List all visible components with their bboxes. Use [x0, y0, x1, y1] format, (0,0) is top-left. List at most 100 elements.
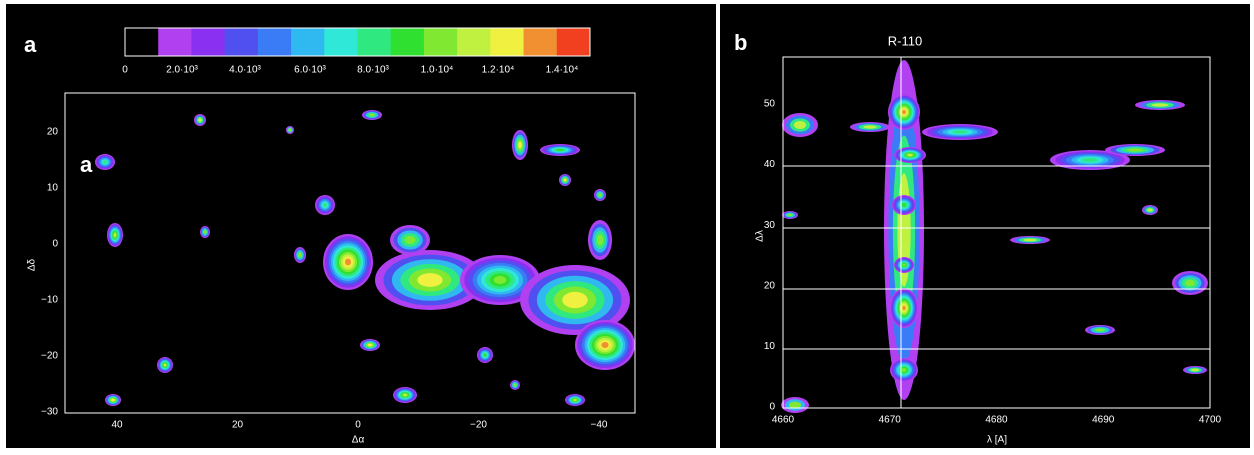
contour-level [403, 394, 406, 396]
colorbar-tick-label: 4.0·10³ [229, 65, 261, 76]
y-ticks-label: 0 [769, 402, 775, 413]
page: a a b R-110 Δα Δδ λ [A] Δλ 0 2.0·10³ 4.0·1… [0, 0, 1254, 455]
contour-level [556, 149, 563, 151]
contour-level [518, 142, 522, 149]
colorbar-tick-label: 8.0·10³ [357, 65, 389, 76]
contour-level [564, 179, 567, 182]
contour-level [114, 233, 116, 236]
contour-level [204, 230, 207, 233]
colorbar-tick-label: 1.4·10⁴ [546, 65, 579, 76]
x-ticks-label: 0 [355, 420, 361, 431]
contour-level [902, 110, 906, 114]
contour-level [484, 354, 487, 357]
x-ticks-label: 4700 [1199, 415, 1222, 426]
contour-level [405, 236, 416, 244]
y-ticks-label: −30 [41, 407, 58, 418]
x-ticks-label: −20 [470, 420, 487, 431]
contour-level [794, 121, 806, 129]
y-ticks-label: 20 [764, 280, 776, 291]
y-ticks-label: 10 [47, 183, 59, 194]
colorbar-tick-label: 2.0·10³ [166, 65, 198, 76]
contour-level [111, 399, 115, 402]
colorbar-segment [524, 28, 558, 56]
x-ticks-label: 40 [111, 420, 123, 431]
contour-level [368, 344, 373, 347]
colorbar-segment [490, 28, 524, 56]
x-axis-label: λ [A] [987, 435, 1007, 446]
colorbar-segment [258, 28, 292, 56]
panel-b-background [720, 4, 1250, 448]
x-ticks-label: −40 [591, 420, 608, 431]
colorbar-segment [324, 28, 358, 56]
contour-level [1023, 239, 1036, 242]
colorbar-segment [291, 28, 325, 56]
contour-level [369, 114, 374, 117]
y-ticks-label: 20 [47, 127, 59, 138]
contour-level [323, 203, 327, 207]
colorbar-segment [358, 28, 392, 56]
contour-level [788, 214, 792, 216]
colorbar-segment [158, 28, 192, 56]
y-ticks-label: 50 [764, 99, 776, 110]
y-ticks-label: 0 [52, 239, 58, 250]
contour-level [417, 273, 442, 287]
colorbar-segment [457, 28, 491, 56]
contour-level [902, 264, 905, 267]
contour-level [574, 399, 577, 401]
colorbar-tick-label: 1.2·10⁴ [482, 65, 515, 76]
panel-title: R-110 [888, 33, 922, 48]
x-ticks-label: 20 [232, 420, 244, 431]
contour-level [598, 193, 601, 196]
inset-label: a [80, 152, 93, 177]
colorbar-tick-label: 6.0·10³ [294, 65, 326, 76]
x-axis-label: Δα [352, 435, 365, 446]
colorbar-tick-label: 0 [122, 65, 128, 76]
figure: a a b R-110 Δα Δδ λ [A] Δλ 0 2.0·10³ 4.0·1… [0, 0, 1254, 450]
colorbar-tick-label: 1.0·10⁴ [421, 65, 454, 76]
contour-level [1127, 148, 1143, 151]
contour-level [908, 154, 913, 156]
colorbar-segment [191, 28, 225, 56]
y-axis-label: Δδ [27, 258, 38, 271]
contour-level [1185, 280, 1195, 287]
contour-level [597, 235, 604, 246]
colorbar-segment [391, 28, 425, 56]
colorbar-segment [125, 28, 159, 56]
y-ticks-label: 40 [764, 159, 776, 170]
panel-label: b [734, 30, 747, 55]
y-ticks-label: 10 [764, 341, 776, 352]
contour-level [902, 203, 906, 207]
contour-level [298, 253, 301, 257]
contour-level [562, 292, 587, 308]
contour-level [164, 364, 166, 366]
colorbar-segment [557, 28, 591, 56]
contour-level [863, 125, 876, 128]
contour-level [288, 128, 291, 131]
contour-level [345, 259, 351, 266]
contour-level [514, 384, 517, 387]
contour-level [1152, 103, 1169, 106]
x-ticks-label: 4690 [1092, 415, 1115, 426]
x-ticks-label: 4670 [879, 415, 902, 426]
contour-level [494, 276, 507, 284]
contour-level [902, 306, 905, 311]
contour-level [1191, 369, 1199, 372]
contour-level [103, 160, 107, 163]
contour-level [1147, 208, 1152, 211]
contour-level [902, 368, 906, 372]
x-ticks-label: 4680 [985, 415, 1008, 426]
y-ticks-label: 30 [764, 220, 776, 231]
contour-level [789, 402, 801, 409]
contour-level [1082, 158, 1098, 162]
colorbar-segment [424, 28, 458, 56]
contour-level [1096, 329, 1104, 332]
contour-level [952, 130, 967, 133]
contour-level [198, 118, 202, 122]
colorbar [125, 28, 591, 56]
panel-label: a [24, 32, 37, 57]
contour-level [601, 342, 608, 348]
y-ticks-label: −10 [41, 295, 58, 306]
y-ticks-label: −20 [41, 351, 58, 362]
x-ticks-label: 4660 [772, 415, 795, 426]
y-axis-label: Δλ [755, 230, 766, 242]
